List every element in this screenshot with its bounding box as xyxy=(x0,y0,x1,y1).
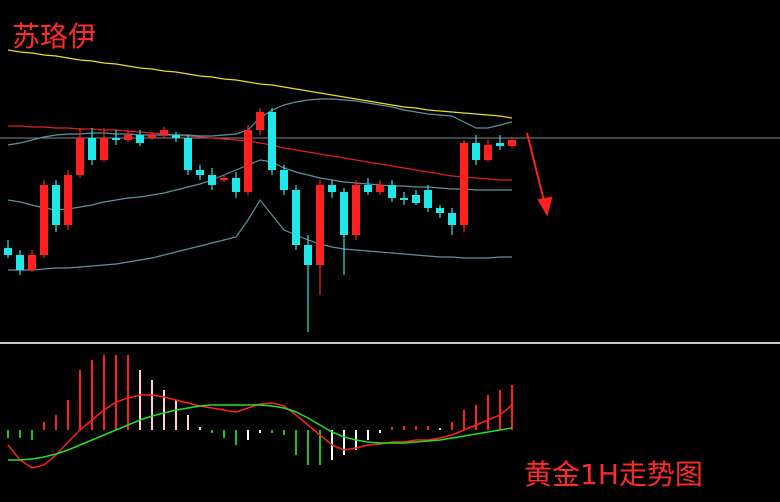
candle-body xyxy=(232,178,240,192)
macd-bar xyxy=(31,430,33,440)
macd-bar xyxy=(343,430,345,455)
macd-bar xyxy=(211,430,213,433)
macd-bar xyxy=(307,430,309,465)
candle-body xyxy=(124,135,132,140)
candle-body xyxy=(424,190,432,208)
candle-body xyxy=(328,185,336,192)
candle-body xyxy=(88,138,96,160)
macd-bar xyxy=(127,355,129,430)
macd-bar xyxy=(187,415,189,430)
macd-bar xyxy=(247,430,249,440)
macd-bar xyxy=(403,426,405,430)
macd-bar xyxy=(223,430,225,438)
candle-body xyxy=(184,138,192,170)
macd-bar xyxy=(367,430,369,440)
candle-body xyxy=(100,138,108,160)
macd-bar xyxy=(19,430,21,438)
macd-bar xyxy=(499,390,501,430)
candle-body xyxy=(172,135,180,138)
candle-body xyxy=(28,255,36,270)
macd-bar xyxy=(475,405,477,430)
candle-body xyxy=(136,135,144,143)
candle-body xyxy=(484,145,492,160)
candle-body xyxy=(472,143,480,160)
candle-body xyxy=(460,143,468,225)
candle-body xyxy=(244,130,252,192)
series-line xyxy=(8,404,513,461)
macd-bar xyxy=(103,355,105,430)
macd-bar xyxy=(487,395,489,430)
macd-bar xyxy=(259,430,261,433)
macd-bar xyxy=(91,360,93,430)
candle-body xyxy=(256,112,264,130)
macd-bar xyxy=(235,430,237,445)
series-line xyxy=(7,49,513,119)
candle-body xyxy=(52,185,60,225)
macd-bar xyxy=(271,430,273,433)
macd-bar xyxy=(319,430,321,465)
macd-bar xyxy=(175,400,177,430)
candle-body xyxy=(268,112,276,170)
candle-body xyxy=(436,208,444,213)
candle-body xyxy=(280,170,288,190)
candle-body xyxy=(112,138,120,140)
macd-bar xyxy=(43,422,45,430)
candle-body xyxy=(400,198,408,200)
candle-body xyxy=(160,130,168,135)
macd-bar xyxy=(151,380,153,430)
macd-bar xyxy=(427,426,429,430)
macd-bar xyxy=(199,427,201,430)
candle-body xyxy=(304,245,312,265)
macd-bar xyxy=(7,430,9,438)
macd-bar xyxy=(115,355,117,430)
annotation: 黄金1H走势图 xyxy=(524,458,703,491)
macd-bar xyxy=(415,426,417,430)
candle-body xyxy=(148,135,156,138)
candle-body xyxy=(448,213,456,225)
macd-bar xyxy=(283,430,285,435)
candle-body xyxy=(340,192,348,235)
candle-body xyxy=(220,178,228,180)
macd-bar xyxy=(379,430,381,433)
macd-bar xyxy=(79,370,81,430)
arrow xyxy=(526,132,553,217)
candle-body xyxy=(388,185,396,198)
macd-bar xyxy=(391,427,393,430)
candle-body xyxy=(208,175,216,185)
candle-body xyxy=(4,248,12,255)
series-line xyxy=(7,394,513,469)
macd-bar xyxy=(511,385,513,430)
candle-body xyxy=(352,185,360,235)
macd-bar xyxy=(55,415,57,430)
candle-body xyxy=(16,255,24,270)
macd-bar xyxy=(463,410,465,430)
candle-body xyxy=(292,190,300,245)
macd-bar xyxy=(439,428,441,430)
candle-body xyxy=(196,170,204,175)
candle-body xyxy=(496,143,504,146)
series-line xyxy=(8,198,512,271)
candle-body xyxy=(412,195,420,203)
candle-body xyxy=(316,185,324,265)
candle-body xyxy=(376,185,384,192)
candle-body xyxy=(64,175,72,225)
macd-bar xyxy=(67,400,69,430)
macd-bar xyxy=(295,430,297,455)
candle-body xyxy=(508,140,516,146)
candle-body xyxy=(76,138,84,175)
macd-bar xyxy=(139,370,141,430)
candle-body xyxy=(364,185,372,192)
chart-title: 苏珞伊 xyxy=(12,20,96,53)
macd-bar xyxy=(451,422,453,430)
macd-bar xyxy=(163,390,165,430)
candle-body xyxy=(40,185,48,255)
